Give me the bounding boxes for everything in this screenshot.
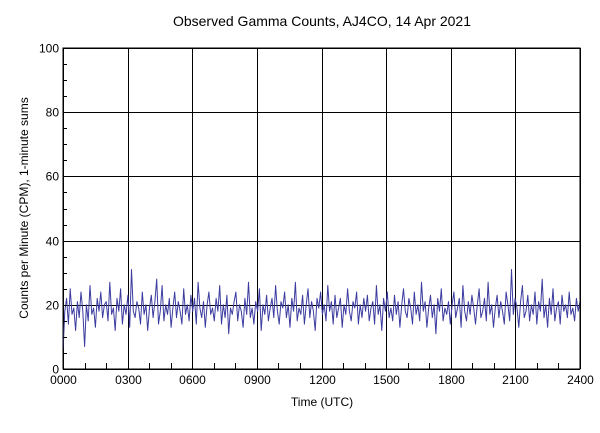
y-tick-label: 60 xyxy=(46,170,60,184)
x-tick-label: 1500 xyxy=(373,373,400,387)
x-tick-label: 0000 xyxy=(50,373,77,387)
y-tick-label: 0 xyxy=(52,363,59,377)
x-tick-labels: 0000 0300 0600 0900 1200 1500 1800 2100 2400 xyxy=(50,373,594,387)
y-tick-labels: 0 20 40 60 80 100 xyxy=(39,42,59,377)
x-axis-label: Time (UTC) xyxy=(291,395,353,409)
y-tick-label: 100 xyxy=(39,42,59,56)
y-tick-label: 80 xyxy=(46,106,60,120)
axis-ticks xyxy=(63,48,581,370)
chart-title: Observed Gamma Counts, AJ4CO, 14 Apr 202… xyxy=(173,13,471,29)
y-tick-label: 40 xyxy=(46,235,60,249)
x-tick-label: 0900 xyxy=(244,373,271,387)
x-tick-label: 2400 xyxy=(567,373,594,387)
grid xyxy=(63,48,581,370)
x-tick-label: 2100 xyxy=(502,373,529,387)
x-tick-label: 1800 xyxy=(438,373,465,387)
x-tick-label: 1200 xyxy=(309,373,336,387)
x-tick-label: 0600 xyxy=(179,373,206,387)
x-tick-label: 0300 xyxy=(115,373,142,387)
series-line-gamma-counts xyxy=(62,269,581,353)
y-tick-label: 20 xyxy=(46,299,60,313)
plot-frame xyxy=(62,47,581,370)
y-axis-label: Counts per Minute (CPM), 1-minute sums xyxy=(17,97,31,318)
